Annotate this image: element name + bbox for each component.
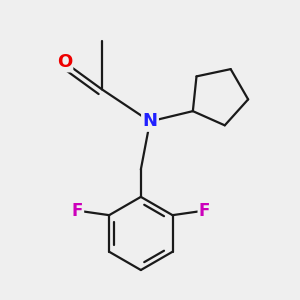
- Text: O: O: [57, 53, 72, 71]
- Text: F: F: [71, 202, 83, 220]
- Text: N: N: [142, 112, 158, 130]
- Text: F: F: [199, 202, 210, 220]
